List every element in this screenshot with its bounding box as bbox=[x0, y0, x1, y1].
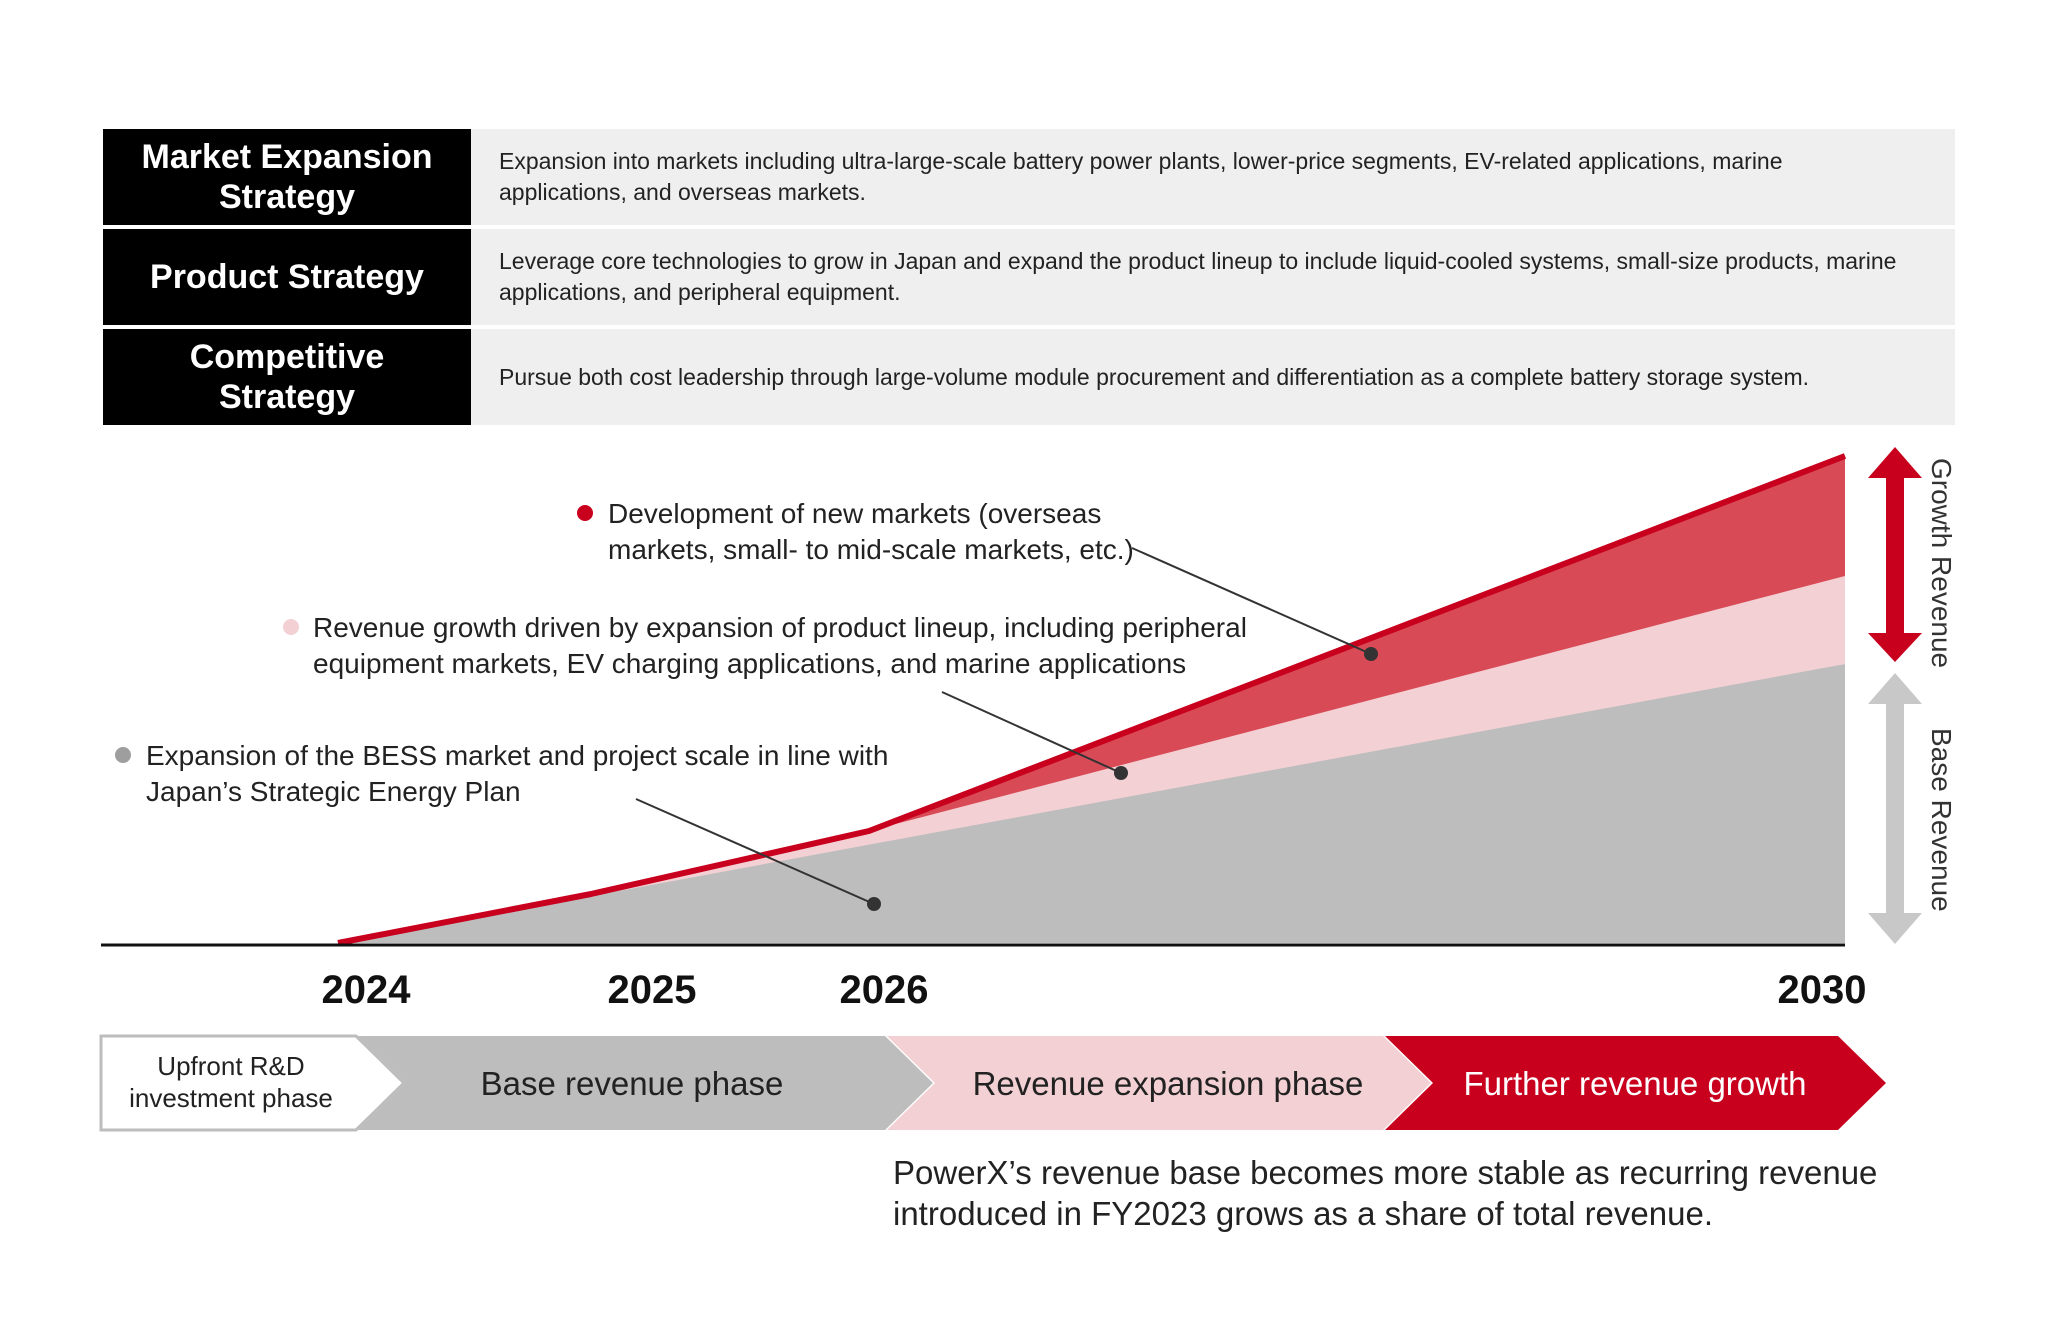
phase-base-label: Base revenue phase bbox=[481, 1065, 784, 1102]
year-label: 2024 bbox=[322, 968, 412, 1012]
product-lineup-leader-line bbox=[941, 691, 1122, 774]
bess-market-leader-line bbox=[635, 798, 875, 905]
new-markets-leader-line bbox=[1131, 547, 1372, 655]
strategy-title: Product Strategy bbox=[103, 229, 471, 325]
phase-rd-label-line1: Upfront R&D bbox=[157, 1051, 304, 1081]
product-lineup-legend-dot bbox=[283, 619, 299, 635]
year-label: 2030 bbox=[1778, 968, 1867, 1012]
phase-rd-chevron bbox=[99, 1034, 407, 1132]
product-lineup-label-line1: Revenue growth driven by expansion of pr… bbox=[313, 612, 1247, 643]
total-revenue-line bbox=[337, 453, 1847, 946]
bess-market-label-line1: Expansion of the BESS market and project… bbox=[146, 740, 888, 771]
strategy-title: Competitive Strategy bbox=[103, 329, 471, 425]
strategy-row-product: Product Strategy Leverage core technolog… bbox=[103, 229, 1955, 325]
strategy-table: Market Expansion Strategy Expansion into… bbox=[103, 129, 1955, 429]
phase-base-chevron bbox=[358, 1036, 933, 1130]
growth-revenue-label: Growth Revenue bbox=[1926, 458, 1957, 668]
base-revenue-label: Base Revenue bbox=[1926, 728, 1957, 912]
strategy-title: Market Expansion Strategy bbox=[103, 129, 471, 225]
strategy-row-market-expansion: Market Expansion Strategy Expansion into… bbox=[103, 129, 1955, 225]
bess-market-legend-dot bbox=[115, 747, 131, 763]
product-lineup-label-line2: equipment markets, EV charging applicati… bbox=[313, 648, 1186, 679]
product-lineup-leader-dot bbox=[1114, 766, 1128, 780]
bess-market-leader-dot bbox=[867, 897, 881, 911]
growth-revenue-arrow-icon bbox=[1868, 447, 1922, 662]
strategy-description: Expansion into markets including ultra-l… bbox=[471, 129, 1955, 225]
year-label: 2025 bbox=[608, 968, 697, 1012]
bess-market-label-line2: Japan’s Strategic Energy Plan bbox=[146, 776, 521, 807]
phase-expansion-label: Revenue expansion phase bbox=[973, 1065, 1364, 1102]
new-markets-leader-dot bbox=[1364, 647, 1378, 661]
strategy-description: Pursue both cost leadership through larg… bbox=[471, 329, 1955, 425]
strategy-row-competitive: Competitive Strategy Pursue both cost le… bbox=[103, 329, 1955, 425]
base-revenue-arrow-icon bbox=[1868, 673, 1922, 944]
phase-growth-chevron bbox=[1385, 1036, 1886, 1130]
new-markets-label-line2: markets, small- to mid-scale markets, et… bbox=[608, 534, 1134, 565]
footnote: PowerX’s revenue base becomes more stabl… bbox=[893, 1154, 1878, 1232]
phase-expansion-chevron bbox=[887, 1036, 1431, 1130]
strategy-description: Leverage core technologies to grow in Ja… bbox=[471, 229, 1955, 325]
new-markets-label-line1: Development of new markets (overseas bbox=[608, 498, 1101, 529]
year-label: 2026 bbox=[840, 968, 929, 1012]
new-markets-legend-dot bbox=[577, 505, 593, 521]
phase-growth-label: Further revenue growth bbox=[1463, 1065, 1806, 1102]
phase-rd-label-line2: investment phase bbox=[129, 1083, 333, 1113]
